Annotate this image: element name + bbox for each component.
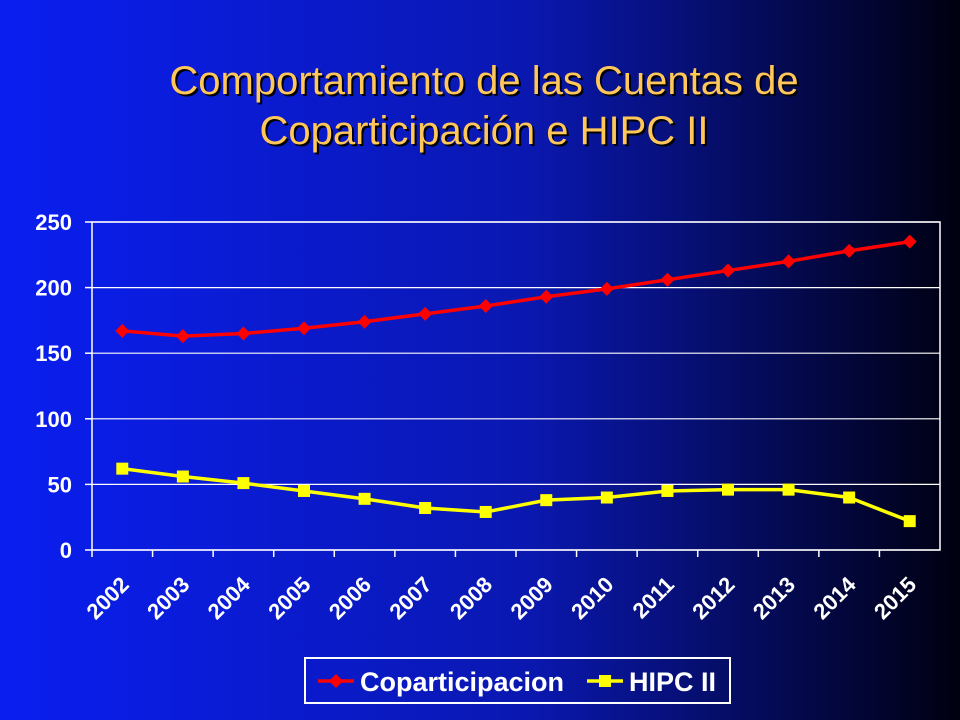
chart-title: Comportamiento de las Cuentas de Copartic… (169, 59, 798, 153)
legend-label: Coparticipacion (360, 667, 564, 697)
marker (115, 323, 130, 338)
marker (782, 483, 795, 496)
marker (236, 326, 251, 341)
marker (902, 234, 917, 249)
y-tick-label: 200 (35, 276, 72, 301)
marker (419, 502, 432, 515)
legend-label: HIPC II (629, 667, 716, 697)
marker (661, 484, 674, 497)
marker (116, 462, 129, 475)
marker (298, 484, 310, 497)
marker (358, 492, 371, 505)
line (122, 466, 911, 523)
marker (600, 491, 613, 504)
marker (175, 329, 190, 344)
marker (660, 272, 675, 287)
marker (842, 243, 857, 258)
marker (599, 281, 614, 296)
marker (781, 254, 796, 269)
marker (418, 306, 433, 321)
marker (903, 515, 916, 528)
line (122, 239, 910, 338)
marker (721, 263, 735, 278)
y-tick-label: 100 (35, 407, 72, 432)
marker (722, 483, 734, 496)
marker (539, 289, 554, 304)
y-tick-label: 0 (60, 538, 72, 563)
marker (843, 491, 856, 504)
y-tick-label: 250 (35, 210, 72, 235)
marker (479, 505, 492, 518)
marker (297, 321, 311, 336)
marker (357, 314, 372, 329)
legend-box (304, 657, 731, 704)
marker (540, 494, 553, 507)
marker (329, 674, 343, 688)
marker (237, 477, 250, 490)
y-tick-label: 150 (35, 341, 72, 366)
marker (599, 675, 611, 687)
y-tick-label: 50 (48, 472, 72, 497)
marker (176, 470, 189, 483)
marker (478, 298, 493, 313)
